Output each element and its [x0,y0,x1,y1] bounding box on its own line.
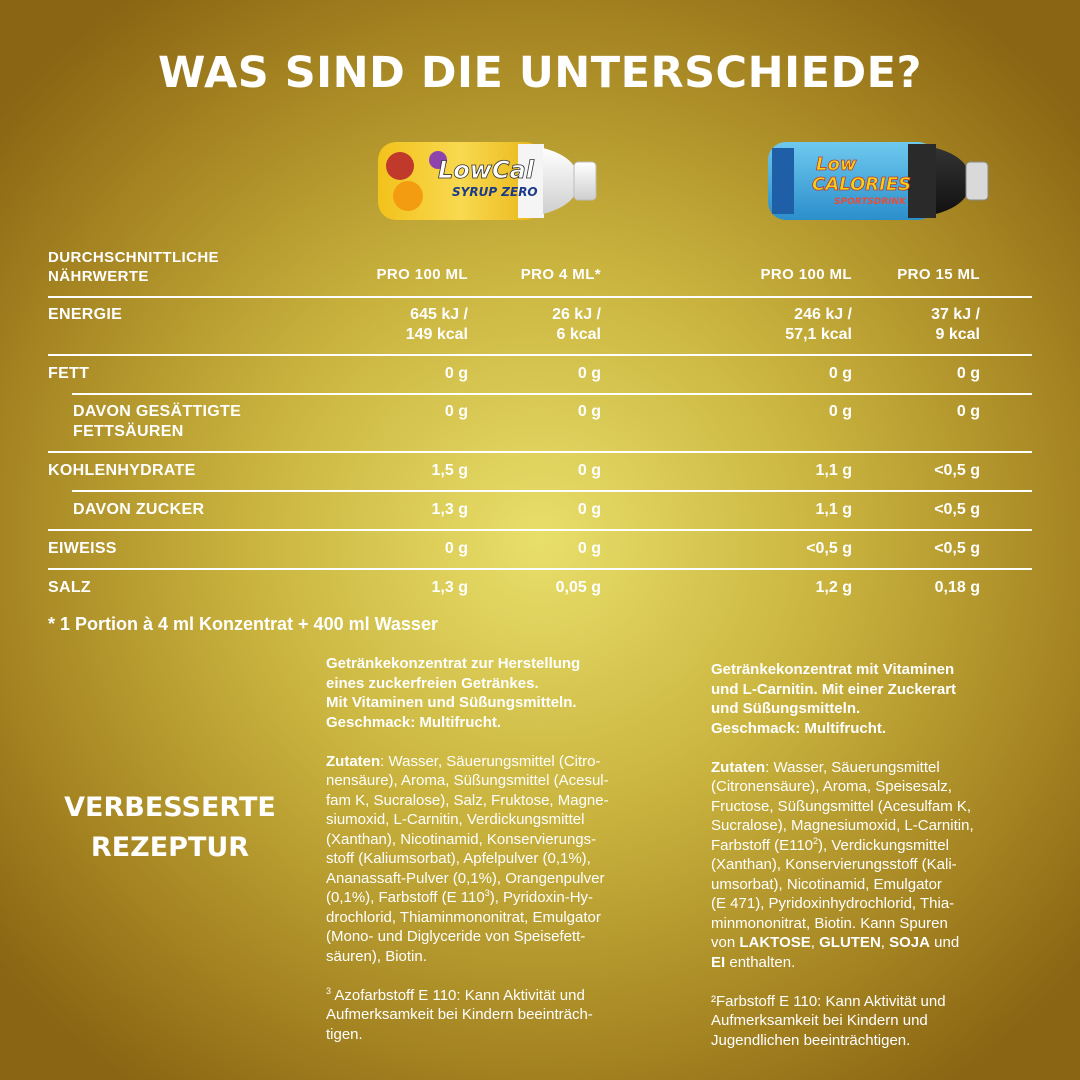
col-header-b-100ml: PRO 100 ML [760,266,852,283]
bottle-b-logo-line3: SPORTSDRINK [834,197,907,207]
allergen-ei: EI [711,953,726,971]
cell-kohlenhydrate-b-100: 1,1 g [815,462,852,479]
row-divider [48,568,1032,570]
cell-gesaettigte-b-100: 0 g [828,403,852,420]
row-divider [48,354,1032,356]
allergen-laktose: LAKTOSE [739,934,811,951]
product-b-description: Getränkekonzentrat mit Vitaminen und L-C… [711,660,1051,1050]
row-divider [48,529,1032,531]
cell-salz-a-4: 0,05 g [555,579,601,596]
row-divider [48,451,1032,453]
cell-gesaettigte-a-100: 0 g [444,403,468,420]
col-header-b-15ml: PRO 15 ML [897,266,980,283]
cell-energie-b-15: 37 kJ /9 kcal [931,306,980,343]
cell-eiweiss-a-100: 0 g [444,540,468,557]
col-header-a-100ml: PRO 100 ML [376,266,468,283]
row-label-eiweiss: EIWEISS [48,540,117,557]
cell-energie-b-100: 246 kJ /57,1 kcal [785,306,852,343]
cell-salz-a-100: 1,3 g [431,579,468,596]
cell-kohlenhydrate-b-15: <0,5 g [934,462,980,479]
row-label-davon-zucker: DAVON ZUCKER [73,501,205,518]
cell-energie-a-100: 645 kJ /149 kcal [405,306,468,343]
product-b-note: ²Farbstoff E 110: Kann Aktivität und [711,992,946,1010]
lowcal-syrup-zero-bottle-image: LowCal SYRUP ZERO [378,142,597,220]
bottle-b-logo-line1: Low [816,154,857,175]
cell-eiweiss-a-4: 0 g [577,540,601,557]
cell-gesaettigte-a-4: 0 g [577,403,601,420]
cell-eiweiss-b-100: <0,5 g [806,540,852,557]
cell-zucker-a-4: 0 g [577,501,601,518]
table-label-header-line1: DURCHSCHNITTLICHE [48,249,219,266]
row-label-gesaettigte-fettsaeuren: DAVON GESÄTTIGTE FETTSÄUREN [73,403,242,440]
allergen-soja: SOJA [889,934,930,951]
cell-zucker-b-15: <0,5 g [934,501,980,518]
table-label-header-line2: NÄHRWERTE [48,268,149,285]
row-label-energie: ENERGIE [48,306,123,323]
row-divider [72,490,1032,492]
col-header-a-4ml: PRO 4 ML* [520,266,601,283]
improved-recipe-badge: VERBESSERTE REZEPTUR [40,788,300,868]
bottle-a-logo-line2: SYRUP ZERO [452,185,538,199]
cell-gesaettigte-b-15: 0 g [956,403,980,420]
table-header-divider [48,296,1032,298]
page-title: WAS SIND DIE UNTERSCHIEDE? [158,48,922,98]
cell-zucker-a-100: 1,3 g [431,501,468,518]
product-a-ingredients: Zutaten: Wasser, Säuerungsmittel (Citro- [326,752,601,770]
cell-energie-a-4: 26 kJ /6 kcal [552,306,601,343]
cell-fett-a-4: 0 g [577,365,601,382]
cell-fett-b-100: 0 g [828,365,852,382]
row-divider [72,393,1032,395]
serving-footnote: * 1 Portion à 4 ml Konzentrat + 400 ml W… [48,614,438,634]
badge-line2: REZEPTUR [90,832,250,863]
badge-line1: VERBESSERTE [64,792,276,823]
cell-fett-a-100: 0 g [444,365,468,382]
low-calories-sportsdrink-bottle-image: Low CALORIES SPORTSDRINK [768,142,989,220]
product-b-ingredients: Zutaten: Wasser, Säuerungsmittel [711,758,940,776]
product-a-description: Getränkekonzentrat zur Herstellung eines… [326,654,686,1044]
bottle-b-logo-line2: CALORIES [812,174,911,195]
row-label-fett: FETT [48,365,90,382]
cell-salz-b-100: 1,2 g [815,579,852,596]
bottle-a-logo-line1: LowCal [438,156,535,184]
row-label-kohlenhydrate: KOHLENHYDRATE [48,462,196,479]
cell-kohlenhydrate-a-4: 0 g [577,462,601,479]
table-label-header: DURCHSCHNITTLICHE NÄHRWERTE [48,248,308,286]
cell-salz-b-15: 0,18 g [934,579,980,596]
product-a-note: 3 Azofarbstoff E 110: Kann Aktivität und [326,985,585,1004]
cell-kohlenhydrate-a-100: 1,5 g [431,462,468,479]
row-label-salz: SALZ [48,579,91,596]
cell-zucker-b-100: 1,1 g [815,501,852,518]
cell-fett-b-15: 0 g [956,365,980,382]
cell-eiweiss-b-15: <0,5 g [934,540,980,557]
allergen-gluten: GLUTEN [819,934,881,951]
